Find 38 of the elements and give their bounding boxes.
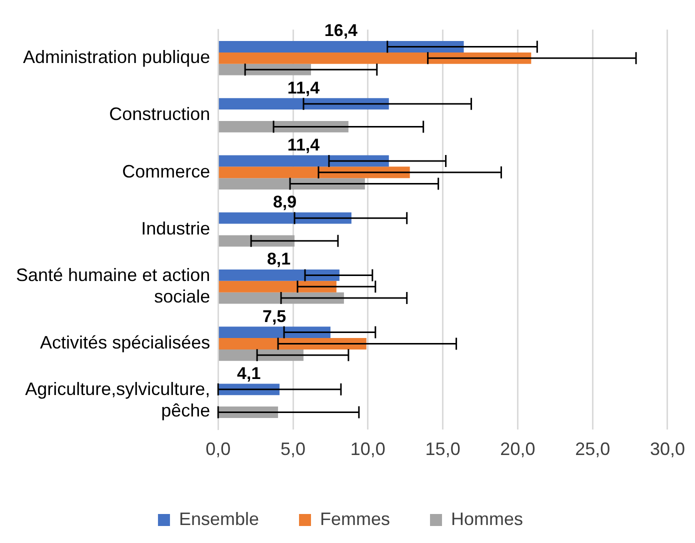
x-tick-label: 5,0 (280, 439, 306, 460)
bar (218, 349, 304, 361)
data-label: 7,5 (262, 306, 286, 326)
y-tick-label: Commerce (122, 161, 210, 182)
bar (218, 98, 389, 110)
x-tick-label: 30,0 (650, 439, 686, 460)
bar (218, 326, 330, 338)
x-tick-label: 10,0 (350, 439, 386, 460)
y-tick-label: Industrie (141, 218, 210, 238)
bar (218, 120, 348, 132)
data-label: 8,9 (272, 192, 297, 212)
bar (218, 212, 352, 224)
x-tick-label: 25,0 (575, 439, 610, 460)
x-tick-label: 20,0 (500, 439, 536, 460)
bar (218, 178, 365, 190)
legend-label: Ensemble (178, 508, 260, 529)
y-tick-label: Santé humaine et action sociale (16, 264, 210, 306)
x-tick-label: 15,0 (425, 439, 460, 460)
bar (218, 235, 295, 247)
data-label: 4,1 (237, 364, 261, 383)
y-tick-label: Agriculture,sylviculture, pêche (25, 379, 210, 421)
legend-label: Femmes (320, 508, 390, 529)
data-label: 16,4 (324, 21, 358, 40)
bar (218, 52, 532, 64)
bar (218, 338, 366, 350)
y-tick-label: Administration publique (23, 47, 210, 68)
bar (218, 41, 464, 52)
legend-label: Hommes (451, 508, 524, 529)
y-tick-label: Construction (109, 104, 210, 124)
bar (218, 166, 410, 178)
y-tick-label: Activités spécialisées (40, 332, 210, 353)
data-label: 11,4 (287, 78, 320, 98)
bar (218, 155, 389, 167)
x-tick-label: 0,0 (206, 439, 231, 460)
data-label: 11,4 (287, 135, 320, 154)
bar (218, 269, 340, 281)
bar (218, 280, 336, 292)
data-label: 8,1 (266, 250, 291, 269)
